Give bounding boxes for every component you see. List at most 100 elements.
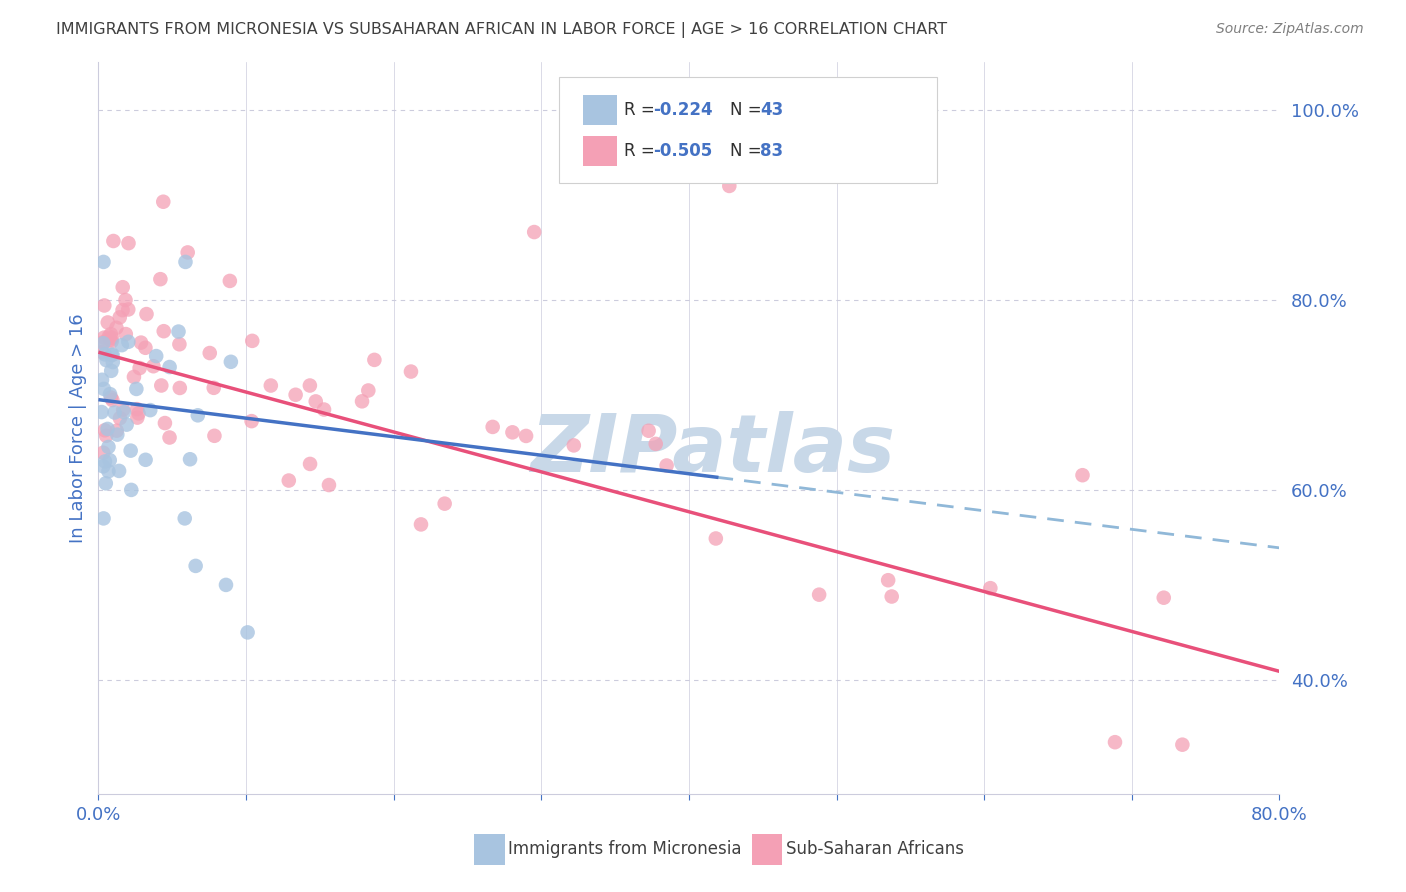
Point (655, 458, 678, 473)
Point (704, 532, 727, 546)
Point (204, 429, 226, 443)
Point (169, 381, 191, 395)
Point (108, 310, 131, 325)
Text: Source: ZipAtlas.com: Source: ZipAtlas.com (1216, 22, 1364, 37)
Point (93, 382, 115, 396)
Point (111, 280, 134, 294)
Point (94, 347, 117, 361)
Point (112, 405, 135, 419)
Point (399, 365, 422, 379)
Text: 43: 43 (759, 101, 783, 119)
Point (562, 438, 585, 452)
Point (101, 355, 124, 369)
Point (523, 225, 546, 239)
Point (142, 359, 165, 374)
Point (128, 361, 150, 376)
Point (350, 394, 373, 409)
Point (91, 373, 114, 387)
Point (1071, 468, 1094, 483)
Point (122, 370, 145, 384)
Point (1153, 591, 1175, 605)
Point (98, 387, 121, 401)
Point (97, 440, 120, 454)
Point (100, 334, 122, 349)
Point (97, 464, 120, 478)
Point (299, 457, 322, 471)
Point (90, 405, 112, 419)
Point (93, 331, 115, 345)
Point (409, 517, 432, 532)
Point (515, 429, 537, 443)
Point (312, 402, 335, 417)
Point (91, 446, 114, 460)
Point (93, 298, 115, 312)
Point (179, 452, 201, 467)
Point (101, 392, 124, 407)
Point (198, 346, 221, 360)
Point (97, 316, 120, 330)
Point (94, 476, 117, 491)
Point (159, 430, 181, 444)
Point (101, 348, 124, 362)
Point (159, 359, 181, 374)
Point (979, 581, 1001, 595)
Point (125, 382, 148, 396)
Point (120, 443, 142, 458)
Point (134, 341, 156, 355)
Text: Immigrants from Micronesia: Immigrants from Micronesia (508, 840, 742, 858)
Point (152, 324, 174, 338)
Point (135, 307, 157, 321)
Point (877, 573, 900, 587)
Point (93, 511, 115, 525)
Point (298, 378, 321, 392)
Point (150, 378, 173, 392)
Point (103, 234, 125, 248)
Point (215, 578, 238, 592)
Point (644, 437, 666, 451)
FancyBboxPatch shape (582, 136, 617, 166)
Text: N =: N = (730, 142, 768, 160)
Text: IMMIGRANTS FROM MICRONESIA VS SUBSAHARAN AFRICAN IN LABOR FORCE | AGE > 16 CORRE: IMMIGRANTS FROM MICRONESIA VS SUBSAHARAN… (56, 22, 948, 38)
Point (101, 331, 124, 345)
Point (277, 474, 299, 488)
Point (145, 349, 167, 363)
Point (240, 414, 263, 428)
Text: 83: 83 (759, 142, 783, 160)
Point (637, 424, 659, 438)
Point (169, 337, 191, 351)
Point (97, 329, 120, 343)
Point (100, 364, 122, 378)
Text: Sub-Saharan Africans: Sub-Saharan Africans (786, 840, 963, 858)
Point (115, 417, 138, 432)
Point (108, 411, 131, 425)
Point (98, 333, 121, 347)
Point (111, 303, 134, 318)
Point (139, 403, 162, 417)
Point (236, 625, 259, 640)
Point (105, 427, 128, 442)
Point (284, 388, 307, 402)
Point (91, 459, 114, 474)
Point (318, 478, 340, 492)
Point (111, 338, 134, 352)
Point (93, 335, 115, 350)
Point (219, 355, 242, 369)
Point (114, 293, 136, 307)
Point (718, 178, 741, 193)
Point (94, 454, 117, 468)
Point (117, 302, 139, 317)
Point (433, 497, 456, 511)
Point (97, 422, 120, 436)
Point (103, 405, 125, 419)
Point (305, 394, 328, 409)
FancyBboxPatch shape (474, 834, 505, 865)
Point (260, 378, 283, 392)
Point (93, 255, 115, 269)
Point (357, 384, 380, 398)
Point (128, 406, 150, 420)
Point (94, 423, 117, 437)
Point (120, 483, 142, 497)
Point (105, 320, 128, 334)
Point (100, 348, 122, 362)
Point (363, 352, 385, 367)
